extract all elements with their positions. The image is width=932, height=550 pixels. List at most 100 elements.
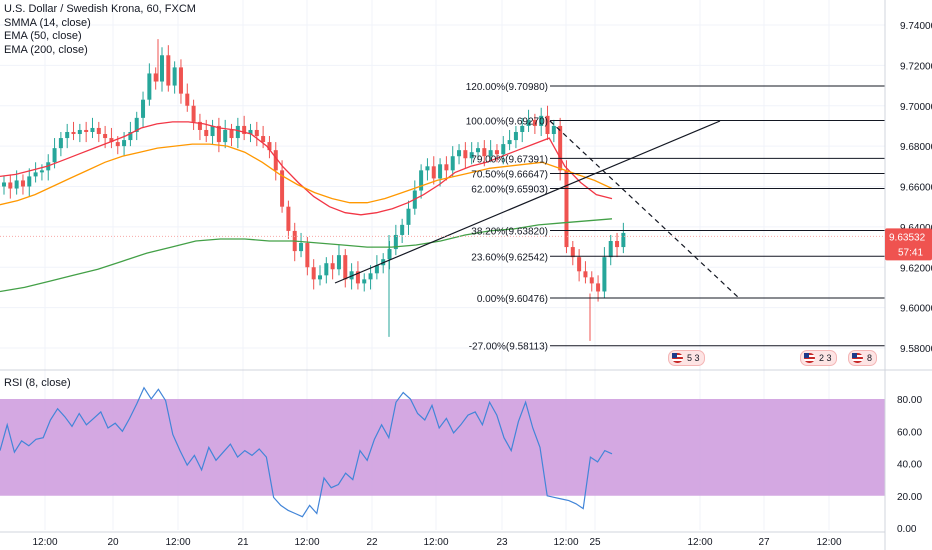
candle-body bbox=[425, 166, 430, 171]
candle-body bbox=[318, 275, 322, 280]
time-tick-label: 23 bbox=[496, 537, 508, 548]
candle-body bbox=[128, 131, 133, 141]
candle-body bbox=[520, 125, 525, 132]
candle-body bbox=[191, 105, 196, 122]
candle-body bbox=[204, 129, 209, 137]
price-tick-label: 9.60000 bbox=[900, 304, 932, 315]
candle-body bbox=[476, 148, 480, 153]
candle-body bbox=[2, 182, 6, 187]
candle-body bbox=[469, 152, 474, 159]
rsi-title: RSI (8, close) bbox=[4, 377, 71, 389]
candle-body bbox=[153, 73, 158, 82]
candle-body bbox=[362, 279, 367, 284]
us-flag-icon bbox=[804, 353, 815, 363]
candle-body bbox=[160, 55, 164, 82]
candle-body bbox=[84, 129, 89, 132]
candle-body bbox=[330, 263, 335, 270]
candle-body bbox=[431, 166, 436, 179]
time-tick-label: 25 bbox=[589, 537, 601, 548]
smma-line bbox=[0, 121, 613, 216]
candle-body bbox=[463, 150, 468, 159]
us-flag-icon bbox=[672, 353, 683, 363]
candle-body bbox=[355, 271, 360, 284]
rsi-line bbox=[0, 386, 613, 518]
candle-body bbox=[197, 121, 202, 130]
price-tick-label: 9.58000 bbox=[900, 344, 932, 355]
candle-body bbox=[507, 140, 512, 145]
trend-line bbox=[334, 120, 721, 284]
rsi-tick-label: 20.00 bbox=[897, 492, 922, 503]
rsi-band-fill bbox=[0, 399, 885, 496]
symbol-title: U.S. Dollar / Swedish Krona, 60, FXCM bbox=[4, 3, 196, 15]
candle-body bbox=[513, 131, 518, 141]
time-tick-label: 12:00 bbox=[423, 537, 448, 548]
fib-level-label: 100.00%(9.69270) bbox=[466, 116, 548, 127]
economic-event-badge[interactable]: 8 bbox=[848, 350, 878, 366]
current-price-label: 9.63532 bbox=[889, 232, 926, 243]
drawing-tools bbox=[334, 120, 741, 300]
candle-body bbox=[185, 93, 190, 106]
fib-level-label: 62.00%(9.65903) bbox=[471, 184, 548, 195]
price-tick-label: 9.72000 bbox=[900, 61, 932, 72]
candle-body bbox=[482, 148, 487, 157]
candle-body bbox=[286, 206, 291, 231]
candle-body bbox=[387, 249, 392, 260]
candle-body bbox=[488, 150, 493, 157]
candle-body bbox=[539, 115, 544, 126]
candle-body bbox=[27, 176, 32, 187]
candle-body bbox=[343, 255, 348, 280]
candle-body bbox=[393, 234, 398, 250]
moving-averages bbox=[0, 121, 613, 293]
event-count: 2 bbox=[819, 353, 825, 363]
economic-event-badge[interactable]: 5 3 bbox=[668, 350, 705, 366]
candle-body bbox=[242, 125, 247, 135]
candle-body bbox=[419, 170, 424, 191]
candle-body bbox=[589, 277, 594, 284]
time-tick-label: 12:00 bbox=[32, 537, 57, 548]
fib-level-label: 23.60%(9.62542) bbox=[471, 252, 548, 263]
fib-level-label: 79.00%(9.67391) bbox=[471, 154, 548, 165]
candle-body bbox=[324, 263, 329, 276]
candle-body bbox=[261, 136, 266, 143]
candle-body bbox=[20, 180, 25, 187]
price-tick-label: 9.74000 bbox=[900, 21, 932, 32]
candle-body bbox=[299, 243, 304, 252]
rsi-tick-label: 60.00 bbox=[897, 427, 922, 438]
candle-body bbox=[52, 148, 57, 163]
candle-body bbox=[336, 255, 341, 270]
candle-body bbox=[368, 273, 373, 280]
bar-countdown-label: 57:41 bbox=[898, 247, 923, 258]
fib-level-label: 38.20%(9.63820) bbox=[471, 227, 548, 238]
candle-body bbox=[494, 150, 499, 155]
event-count-secondary: 3 bbox=[694, 353, 700, 363]
candle-body bbox=[311, 267, 316, 280]
fib-level-label: 120.00%(9.70980) bbox=[466, 82, 548, 93]
candle-body bbox=[608, 241, 613, 258]
candle-body bbox=[33, 172, 38, 177]
candle-body bbox=[596, 283, 601, 292]
candle-body bbox=[305, 243, 310, 268]
candle-body bbox=[90, 127, 95, 132]
candle-body bbox=[65, 131, 70, 139]
us-flag-icon bbox=[852, 353, 863, 363]
economic-event-badge[interactable]: 2 3 bbox=[800, 350, 837, 366]
candle-body bbox=[450, 156, 455, 171]
ema200-line bbox=[0, 218, 613, 293]
candle-body bbox=[273, 150, 278, 171]
event-count: 8 bbox=[867, 353, 873, 363]
candle-body bbox=[526, 119, 531, 126]
chart-legend: U.S. Dollar / Swedish Krona, 60, FXCM SM… bbox=[4, 3, 196, 57]
candle-body bbox=[254, 129, 259, 137]
candle-body bbox=[621, 232, 626, 248]
candle-body bbox=[166, 55, 171, 86]
candle-body bbox=[267, 142, 272, 151]
candle-body bbox=[532, 119, 537, 126]
event-count-secondary: 3 bbox=[826, 353, 832, 363]
candle-body bbox=[229, 129, 234, 139]
fib-level-label: 70.50%(9.66647) bbox=[471, 169, 548, 180]
time-tick-label: 12:00 bbox=[165, 537, 190, 548]
price-tick-label: 9.66000 bbox=[900, 183, 932, 194]
candle-body bbox=[235, 125, 240, 139]
candle-body bbox=[58, 138, 63, 149]
